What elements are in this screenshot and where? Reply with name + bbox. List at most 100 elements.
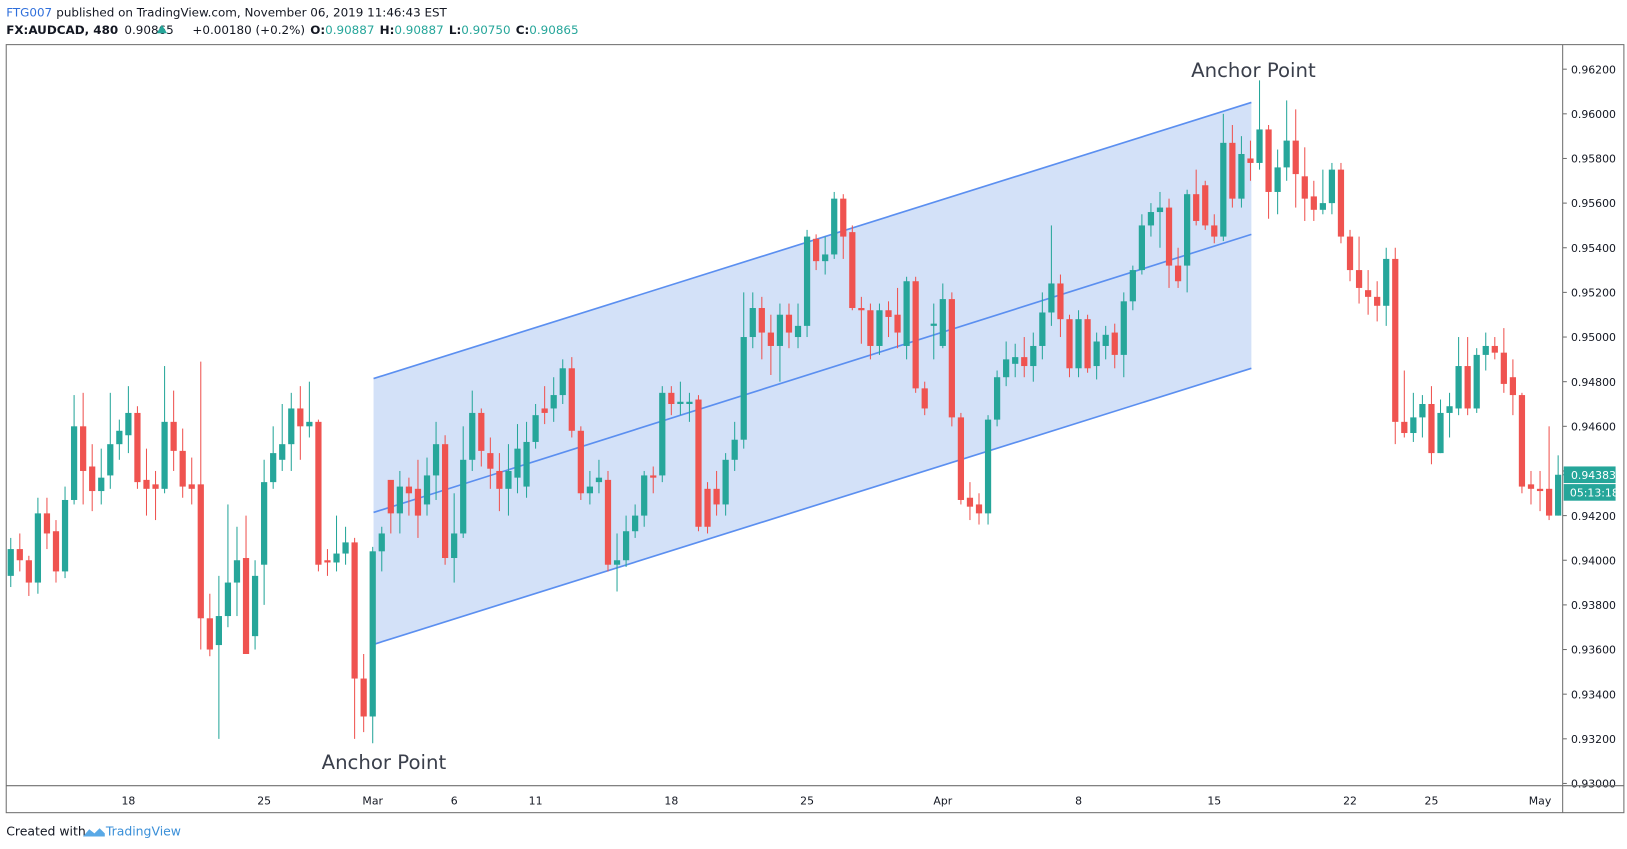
candle-body [559, 368, 566, 396]
candle-body [695, 399, 702, 527]
candle-body [1120, 301, 1127, 355]
y-tick-label: 0.95800 [1571, 153, 1616, 166]
candle-body [713, 488, 720, 505]
candle-body [840, 198, 847, 237]
tv-logo [83, 828, 105, 837]
channel-lower [373, 367, 1252, 646]
candle-body [1374, 296, 1381, 306]
x-tick-label: 25 [1425, 794, 1439, 807]
candle-body [595, 477, 603, 483]
ohlc-value: 0.90887 [325, 23, 374, 37]
candle-body [1283, 140, 1290, 168]
candle-body [1084, 319, 1091, 369]
footer-brand[interactable]: TradingView [105, 824, 181, 839]
candle-body [297, 408, 304, 427]
candle-body [550, 395, 557, 409]
candle-body [161, 421, 168, 489]
candle-body [1482, 345, 1489, 355]
candle-body [432, 444, 440, 476]
candle-body [1229, 142, 1236, 199]
y-tick-label: 0.94600 [1571, 420, 1616, 433]
candle-body [1392, 258, 1399, 422]
candle-body [1292, 140, 1299, 175]
candle-body [939, 299, 946, 346]
candle-body [441, 444, 449, 559]
y-tick-label: 0.93000 [1571, 778, 1616, 791]
candle-body [188, 484, 195, 489]
candle-body [387, 479, 394, 514]
candle-body [1066, 319, 1073, 369]
x-tick-label: 22 [1343, 794, 1357, 807]
frame [5, 44, 1625, 814]
candle-body [52, 531, 60, 572]
candle-body [903, 281, 910, 346]
candle-body [1003, 359, 1010, 378]
candle-body [975, 504, 983, 514]
candle-body [1021, 357, 1028, 367]
publish-line: FTG007 published on TradingView.com, Nove… [6, 6, 447, 20]
y-tick-label: 0.95400 [1571, 242, 1616, 255]
candle-body [261, 482, 268, 565]
candle-body [270, 453, 277, 483]
candle-body [1509, 377, 1517, 396]
candle-body [279, 444, 286, 460]
candle-body [1030, 345, 1037, 367]
ohlc-value: 0.90865 [529, 23, 578, 37]
ohlc-value: 0.90750 [461, 23, 510, 37]
candle-body [233, 560, 241, 583]
candle-body [315, 421, 322, 565]
candle-body [813, 238, 820, 262]
candle-body [215, 616, 222, 646]
up-arrow [156, 24, 168, 34]
ohlc-key: L: [449, 23, 461, 37]
candle-body [351, 542, 358, 679]
candle-body [767, 332, 774, 346]
symbol-line: FX:AUDCAD, 480 0.90865 +0.00180 (+0.2%) O:0… [6, 23, 578, 37]
candle-body [731, 439, 738, 460]
candle-body [1147, 212, 1155, 226]
candle-body [306, 421, 313, 427]
candle-body [1238, 154, 1245, 199]
candle-body [523, 441, 530, 487]
candle-body [1419, 403, 1426, 418]
candle-body [7, 549, 14, 576]
candle-body [1184, 194, 1191, 266]
candle-body [89, 466, 96, 492]
candle-body [758, 308, 765, 333]
candle-body [251, 575, 259, 637]
x-tick-label: 25 [800, 794, 814, 807]
ohlc-value: 0.90887 [394, 23, 443, 37]
countdown-label: 05:13:18 [1570, 487, 1619, 500]
candle-body [613, 560, 621, 565]
candle-body [1202, 185, 1209, 226]
ohlc-key: C: [516, 23, 530, 37]
candle-body [1057, 283, 1064, 320]
candle-body [134, 412, 141, 483]
candle-body [1455, 366, 1462, 409]
candle-body [785, 314, 793, 333]
candle-body [405, 486, 413, 494]
candle-body [478, 412, 485, 451]
candle-body [1165, 207, 1173, 266]
candle-body [369, 551, 376, 717]
candle-body [1518, 395, 1526, 487]
candle-body [541, 408, 548, 413]
candle-body [867, 310, 874, 346]
candle-body [451, 533, 458, 559]
candle-body [1473, 354, 1480, 409]
ohlc-key: O: [310, 23, 325, 37]
last-price-box [1563, 466, 1616, 484]
candle-body [25, 560, 32, 583]
y-tick-label: 0.93600 [1571, 644, 1616, 657]
candle-body [333, 553, 340, 563]
candle-body [749, 308, 756, 338]
candle-body [224, 582, 232, 617]
ohlc-key: H: [380, 23, 395, 37]
candle-body [586, 486, 594, 494]
candle-body [722, 459, 729, 505]
plot: 0.93000 0.93200 0.93400 0.93600 0.93800 0.940… [7, 59, 1619, 807]
candle-body [423, 475, 431, 505]
x-tick-label: 8 [1075, 794, 1082, 807]
